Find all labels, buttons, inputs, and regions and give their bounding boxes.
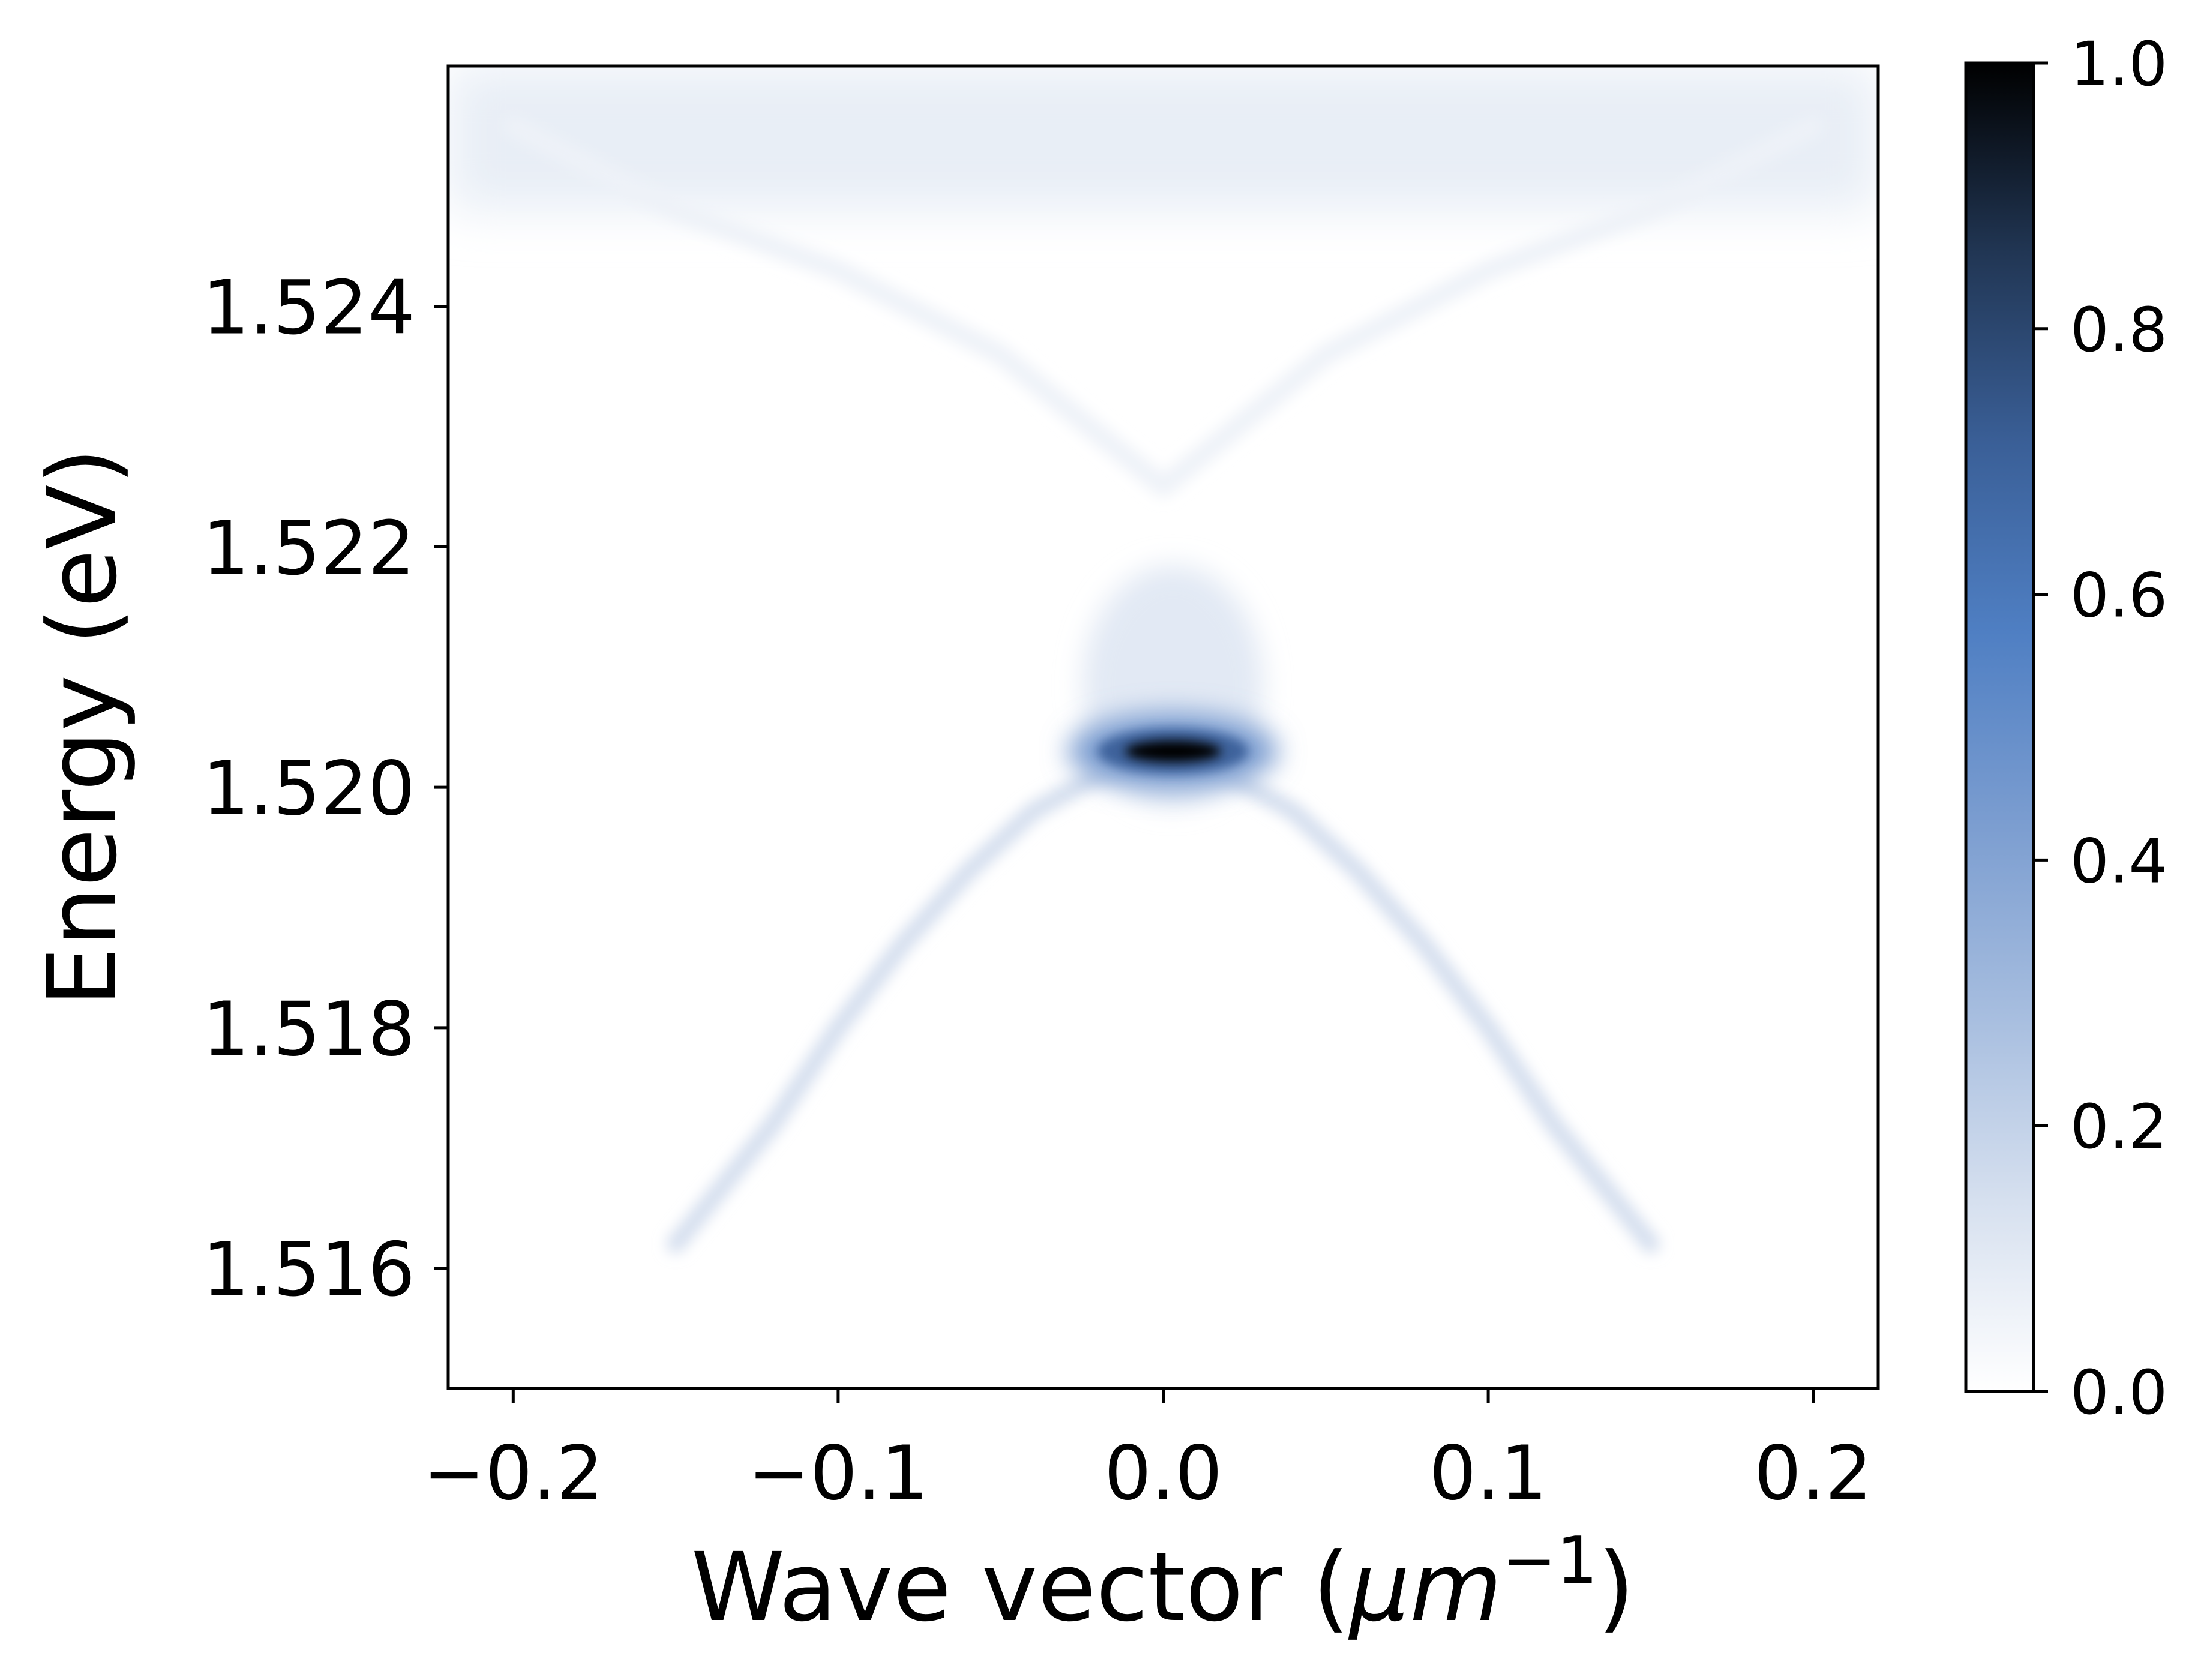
y-tick-label: 1.520 — [202, 746, 415, 832]
y-tick-label: 1.522 — [202, 505, 415, 592]
heatmap-plot-area — [448, 66, 1878, 1388]
colorbar-frame — [1964, 61, 2035, 1393]
x-tick-label: −0.1 — [748, 1430, 928, 1517]
x-tick-label: 0.2 — [1754, 1430, 1872, 1517]
colorbar-tick-label: 0.2 — [2070, 1091, 2167, 1163]
x-axis: −0.2 −0.1 0.0 0.1 0.2 — [423, 1388, 1872, 1517]
x-tick-label: −0.2 — [423, 1430, 604, 1517]
x-tick-label: 0.1 — [1429, 1430, 1547, 1517]
heatmap-peak — [1125, 740, 1221, 763]
heatmap-upper-branch — [503, 116, 1824, 497]
x-tick-label: 0.0 — [1104, 1430, 1222, 1517]
colorbar-tick-label: 1.0 — [2070, 29, 2167, 100]
colorbar: 0.0 0.2 0.4 0.6 0.8 1.0 — [1964, 29, 2167, 1429]
colorbar-tick-label: 0.6 — [2070, 560, 2167, 632]
y-axis: 1.516 1.518 1.520 1.522 1.524 — [202, 265, 448, 1313]
y-tick-label: 1.524 — [202, 265, 415, 352]
colorbar-tick-label: 0.0 — [2070, 1357, 2167, 1429]
colorbar-tick-label: 0.4 — [2070, 826, 2167, 897]
colorbar-gradient — [1966, 63, 2034, 1391]
x-axis-label: Wave vector (μm−1) — [691, 1523, 1635, 1643]
y-axis-label: Energy (eV) — [28, 448, 138, 1007]
y-tick-label: 1.518 — [202, 986, 415, 1073]
y-tick-label: 1.516 — [202, 1227, 415, 1313]
heatmap-top-band — [448, 66, 1878, 211]
colorbar-tick-label: 0.8 — [2070, 295, 2167, 366]
